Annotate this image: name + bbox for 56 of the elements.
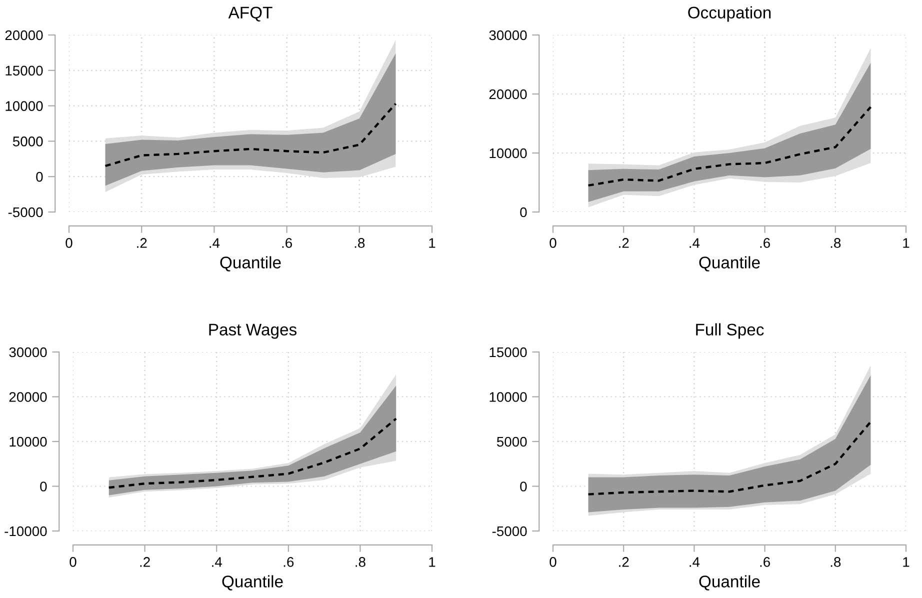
y-tick-label: 5000: [12, 136, 43, 146]
chart-title: Full Spec: [696, 323, 764, 339]
x-tick-label: 1: [903, 238, 910, 248]
x-tick-label: 1: [903, 557, 910, 567]
y-tick-label: -5000: [492, 526, 527, 536]
y-tick-label: 15000: [6, 66, 43, 76]
x-tick-label: .6: [760, 557, 770, 567]
x-tick-label: 0: [550, 557, 556, 567]
y-tick-label: 30000: [489, 30, 527, 40]
y-tick-label: 10000: [490, 392, 527, 402]
y-tick-label: 0: [520, 482, 527, 492]
x-tick-label: .6: [760, 238, 770, 248]
y-tick-label: 30000: [9, 347, 47, 358]
x-tick-label: .2: [140, 557, 150, 567]
x-tick-label: .8: [356, 557, 366, 567]
x-tick-label: .2: [137, 238, 147, 248]
x-tick-label: 0: [550, 238, 556, 248]
y-tick-label: 20000: [489, 89, 527, 100]
y-tick-label: 15000: [490, 347, 527, 358]
x-tick-label: .6: [282, 238, 292, 248]
chart-title: Occupation: [688, 6, 771, 22]
y-tick-label: -5000: [8, 207, 43, 218]
x-tick-label: .4: [210, 238, 220, 248]
y-tick-label: -10000: [4, 526, 47, 536]
y-tick-label: 10000: [10, 436, 47, 447]
x-tick-label: .4: [212, 557, 222, 567]
x-tick-label: .2: [619, 238, 629, 248]
y-tick-label: 0: [520, 207, 527, 218]
y-tick-label: 10000: [490, 148, 527, 158]
x-tick-label: .6: [284, 557, 294, 567]
y-tick-label: 20000: [5, 30, 43, 40]
x-tick-label: 0: [66, 238, 72, 248]
x-axis-title: Quantile: [699, 256, 760, 272]
x-tick-label: 1: [429, 238, 436, 248]
y-tick-label: 0: [40, 482, 47, 492]
line-series: [104, 102, 397, 168]
x-axis-title: Quantile: [222, 575, 283, 590]
x-axis-title: Quantile: [220, 256, 281, 272]
chart-title: AFQT: [228, 6, 272, 22]
line-series: [587, 420, 872, 496]
x-tick-label: .4: [690, 557, 700, 567]
x-tick-label: 1: [429, 557, 436, 567]
x-tick-label: .8: [830, 238, 841, 248]
line-series: [587, 106, 872, 187]
x-tick-label: .4: [690, 238, 700, 248]
x-tick-label: .8: [830, 557, 841, 567]
y-tick-label: 10000: [6, 101, 43, 111]
x-axis-title: Quantile: [699, 575, 760, 590]
x-tick-label: 0: [70, 557, 76, 567]
chart-title: Past Wages: [209, 324, 297, 339]
x-tick-label: .2: [619, 557, 629, 567]
y-tick-label: 5000: [496, 436, 527, 447]
x-tick-label: .8: [354, 238, 365, 248]
y-tick-label: 20000: [9, 392, 47, 402]
line-series: [108, 418, 398, 489]
y-tick-label: 0: [36, 172, 43, 182]
